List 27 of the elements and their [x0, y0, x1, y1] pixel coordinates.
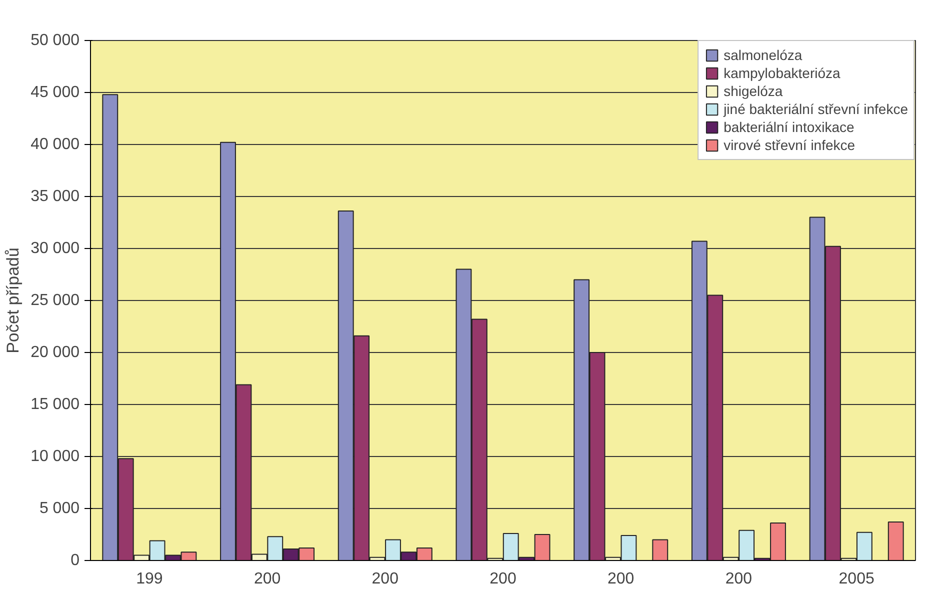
y-tick-label: 15 000: [30, 396, 80, 413]
y-tick-label: 30 000: [30, 240, 80, 257]
y-tick-label: 20 000: [30, 344, 80, 361]
x-tick-label: 200: [490, 570, 516, 588]
x-tick-label: 199: [136, 570, 163, 588]
legend-label: bakteriální intoxikace: [724, 119, 854, 135]
y-tick-label: 50 000: [30, 32, 80, 49]
y-tick-label: 5 000: [39, 500, 80, 517]
bar: [888, 522, 904, 560]
legend-label: salmonelóza: [724, 47, 802, 63]
bar: [652, 539, 668, 560]
x-tick-label: 200: [254, 570, 281, 588]
x-tick-label: 200: [372, 570, 399, 588]
x-tick-label: 2005: [838, 570, 874, 588]
x-tick-label: 200: [608, 570, 634, 588]
y-tick-label: 45 000: [30, 84, 80, 101]
legend-label: virové střevní infekce: [724, 137, 856, 153]
y-tick-label: 25 000: [30, 292, 80, 309]
y-tick-label: 40 000: [30, 136, 80, 153]
legend-label: shigelóza: [724, 83, 783, 99]
legend-label: jiné bakteriální střevní infekce: [724, 101, 908, 117]
y-tick-label: 35 000: [30, 188, 80, 205]
y-tick-label: 10 000: [30, 448, 80, 465]
x-tick-label: 200: [725, 570, 752, 588]
legend-label: kampylobakterióza: [724, 65, 840, 81]
y-axis-title: Počet případů: [4, 248, 23, 354]
y-tick-label: 0: [70, 552, 80, 569]
